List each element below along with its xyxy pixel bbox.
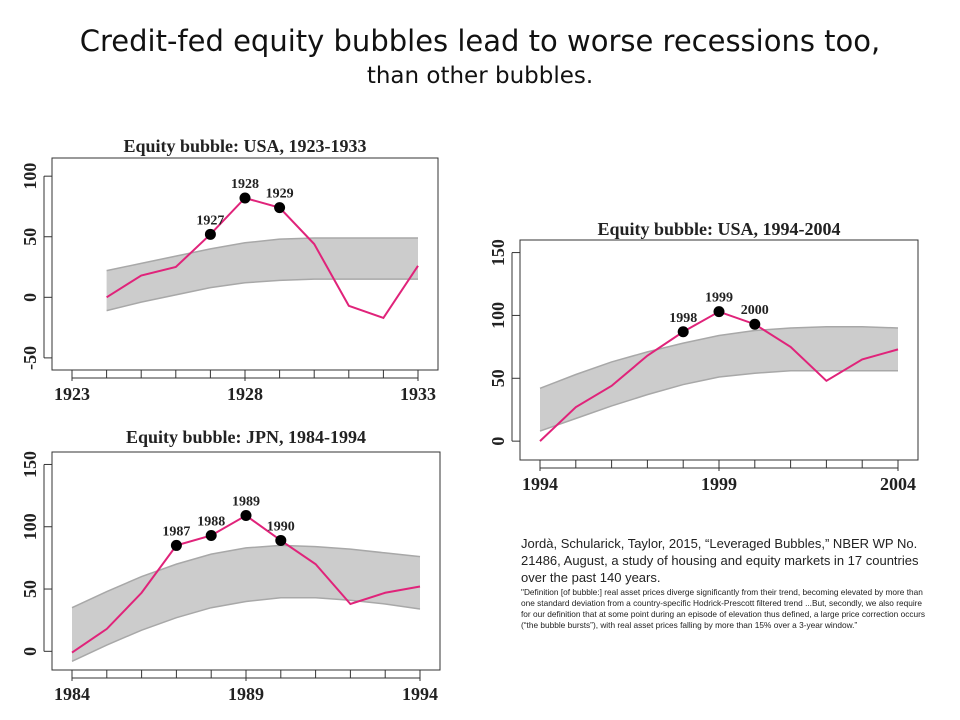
bubble-year-marker-1998: [677, 326, 689, 338]
chart-usa-1923-1933: Equity bubble: USA, 1923-1933 1927 1928 192…: [10, 130, 460, 415]
bubble-year-marker-1999: [713, 306, 725, 318]
y-tick-label: 100: [488, 302, 508, 329]
y-tick-label: 50: [20, 580, 40, 598]
bubble-year-label-1987: 1987: [162, 524, 190, 539]
bubble-year-label-1928: 1928: [231, 177, 259, 192]
bubble-year-marker-1987: [170, 539, 182, 551]
y-tick-label: 100: [20, 513, 40, 540]
trend-band-upper-edge: [106, 237, 418, 272]
slide-title: Credit-fed equity bubbles lead to worse …: [0, 24, 960, 90]
y-tick-label: 0: [20, 293, 40, 302]
bubble-year-marker-1927: [204, 228, 216, 240]
slide-title-line-2: than other bubbles.: [366, 62, 594, 89]
y-tick-label: 50: [20, 228, 40, 246]
bubble-year-marker-1988: [205, 529, 217, 541]
citation-block: Jordà, Schularick, Taylor, 2015, “Levera…: [521, 535, 931, 631]
chart-title: Equity bubble: JPN, 1984-1994: [126, 427, 366, 447]
y-tick-label: 50: [488, 369, 508, 387]
trend-band: [72, 545, 420, 662]
y-tick-label: 0: [488, 437, 508, 446]
bubble-year-label-1998: 1998: [669, 311, 697, 326]
bubble-year-marker-1928: [239, 192, 251, 204]
x-tick-label: 2004: [880, 474, 916, 494]
bubble-year-label-1990: 1990: [267, 519, 295, 534]
y-tick-label: 150: [20, 451, 40, 478]
x-tick-label: 1999: [701, 474, 737, 494]
bubble-year-marker-1929: [274, 202, 286, 214]
x-tick-label: 1984: [54, 684, 90, 704]
bubble-year-label-1999: 1999: [705, 291, 733, 306]
y-tick-label: 150: [488, 239, 508, 266]
bubble-year-label-1927: 1927: [196, 213, 224, 228]
x-tick-label: 1928: [227, 384, 263, 404]
x-tick-label: 1933: [400, 384, 436, 404]
bubble-year-marker-2000: [749, 318, 761, 330]
bubble-year-marker-1989: [240, 510, 252, 522]
trend-band-lower-edge: [106, 278, 418, 312]
trend-band-upper-edge: [539, 325, 899, 390]
slide-title-line-1: Credit-fed equity bubbles lead to worse …: [79, 24, 881, 58]
trend-band: [540, 326, 898, 432]
bubble-year-label-2000: 2000: [741, 303, 769, 318]
bubble-year-marker-1990: [275, 534, 287, 546]
chart-usa-1994-2004-svg: Equity bubble: USA, 1994-2004 1998 1999 200…: [488, 219, 919, 494]
y-tick-label: 0: [20, 647, 40, 656]
chart-usa-1994-2004: Equity bubble: USA, 1994-2004 1998 1999 200…: [478, 215, 938, 505]
y-tick-label: 100: [20, 163, 40, 190]
x-tick-label: 1923: [54, 384, 90, 404]
citation-definition-note: "Definition [of bubble:] real asset pric…: [521, 587, 926, 630]
chart-jpn-1984-1994: Equity bubble: JPN, 1984-1994 1987 1988 198…: [10, 422, 460, 712]
chart-usa-1923-1933-svg: Equity bubble: USA, 1923-1933 1927 1928 192…: [20, 136, 439, 404]
bubble-year-label-1929: 1929: [266, 187, 294, 202]
trend-band-lower-edge: [71, 596, 421, 662]
x-tick-label: 1994: [402, 684, 438, 704]
chart-jpn-1984-1994-svg: Equity bubble: JPN, 1984-1994 1987 1988 198…: [20, 427, 441, 704]
x-tick-label: 1989: [228, 684, 264, 704]
series-line-0: [106, 196, 419, 320]
x-tick-label: 1994: [522, 474, 558, 494]
bubble-year-label-1988: 1988: [197, 514, 225, 529]
y-tick-label: -50: [20, 346, 40, 370]
chart-title: Equity bubble: USA, 1923-1933: [123, 136, 366, 156]
trend-band-upper-edge: [71, 544, 421, 609]
citation-reference: Jordà, Schularick, Taylor, 2015, “Levera…: [521, 536, 919, 585]
bubble-year-label-1989: 1989: [232, 495, 260, 510]
trend-band-lower-edge: [539, 369, 898, 432]
chart-title: Equity bubble: USA, 1994-2004: [597, 219, 840, 239]
